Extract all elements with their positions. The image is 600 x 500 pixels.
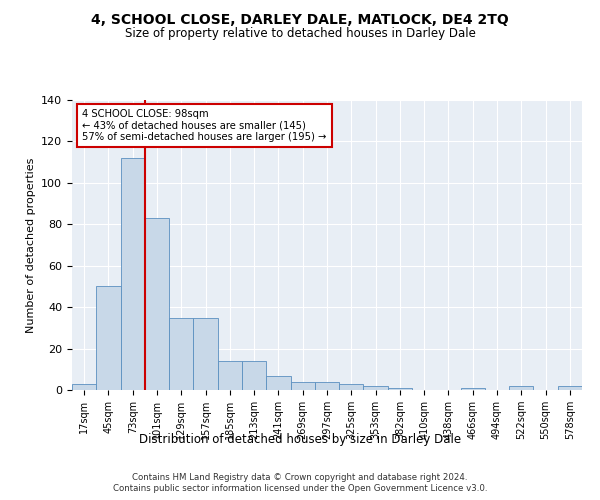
Text: Size of property relative to detached houses in Darley Dale: Size of property relative to detached ho… — [125, 28, 475, 40]
Bar — [72, 384, 96, 390]
Text: Contains public sector information licensed under the Open Government Licence v3: Contains public sector information licen… — [113, 484, 487, 493]
Bar — [266, 376, 290, 390]
Bar — [315, 382, 339, 390]
Bar — [193, 318, 218, 390]
Text: Contains HM Land Registry data © Crown copyright and database right 2024.: Contains HM Land Registry data © Crown c… — [132, 472, 468, 482]
Bar — [96, 286, 121, 390]
Bar — [364, 386, 388, 390]
Text: 4, SCHOOL CLOSE, DARLEY DALE, MATLOCK, DE4 2TQ: 4, SCHOOL CLOSE, DARLEY DALE, MATLOCK, D… — [91, 12, 509, 26]
Text: Distribution of detached houses by size in Darley Dale: Distribution of detached houses by size … — [139, 432, 461, 446]
Bar — [558, 386, 582, 390]
Bar — [388, 388, 412, 390]
Y-axis label: Number of detached properties: Number of detached properties — [26, 158, 35, 332]
Bar — [461, 388, 485, 390]
Text: 4 SCHOOL CLOSE: 98sqm
← 43% of detached houses are smaller (145)
57% of semi-det: 4 SCHOOL CLOSE: 98sqm ← 43% of detached … — [82, 108, 326, 142]
Bar — [121, 158, 145, 390]
Bar — [218, 361, 242, 390]
Bar — [339, 384, 364, 390]
Bar — [509, 386, 533, 390]
Bar — [290, 382, 315, 390]
Bar — [169, 318, 193, 390]
Bar — [145, 218, 169, 390]
Bar — [242, 361, 266, 390]
